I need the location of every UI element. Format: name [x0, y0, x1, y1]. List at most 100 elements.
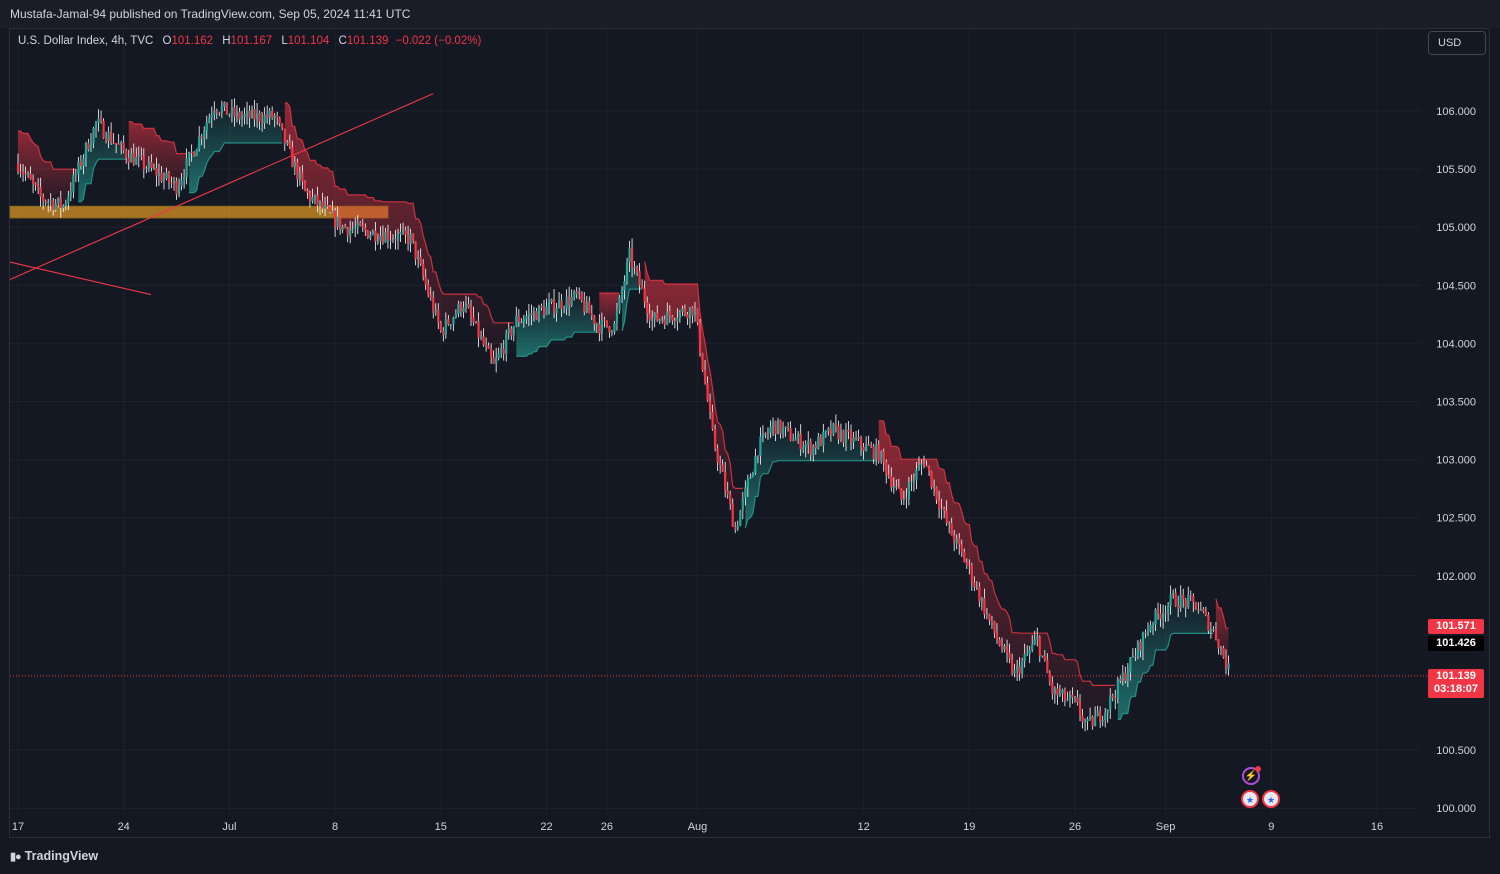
candle-up — [651, 319, 654, 322]
candle-up — [852, 437, 855, 443]
candle-up — [286, 141, 289, 144]
candle-up — [389, 239, 392, 241]
candle-down — [477, 321, 480, 338]
lightning-event-icon[interactable]: ⚡ — [1242, 767, 1260, 785]
candle-down — [110, 131, 113, 143]
candle-down — [575, 291, 578, 294]
candle-up — [255, 112, 259, 120]
candle-down — [233, 107, 236, 117]
bullish-cloud — [78, 118, 127, 202]
candle-up — [351, 228, 354, 230]
candle-up — [817, 436, 820, 449]
candle-up — [1116, 678, 1119, 699]
candle-up — [188, 151, 191, 159]
candle-down — [301, 172, 304, 182]
candle-up — [1109, 695, 1112, 710]
candle-up — [658, 319, 661, 322]
candle-down — [296, 162, 299, 180]
candle-down — [422, 263, 425, 277]
candle-up — [210, 115, 213, 118]
candle-up — [1083, 721, 1087, 723]
candle-up — [766, 432, 770, 435]
candle-up — [985, 613, 989, 615]
price-tick-label: 104.000 — [1436, 338, 1476, 350]
candle-down — [935, 486, 938, 500]
candle-down — [487, 345, 490, 349]
candle-down — [593, 315, 596, 325]
candle-down — [998, 639, 1001, 646]
candle-down — [321, 201, 324, 209]
candle-down — [870, 445, 873, 447]
trailing-stop-line — [878, 420, 1116, 687]
candle-up — [228, 114, 231, 116]
candle-down — [419, 256, 422, 264]
candle-down — [414, 241, 417, 260]
candle-up — [910, 481, 913, 483]
price-tag-lower: 101.426 — [1428, 636, 1484, 651]
countdown-timer: 03:18:07 — [1433, 683, 1479, 695]
candle-down — [424, 276, 427, 285]
price-tick-label: 100.000 — [1436, 803, 1476, 815]
low-value: 101.104 — [287, 35, 330, 47]
candle-down — [734, 526, 737, 530]
candle-up — [522, 319, 525, 322]
candle-down — [132, 153, 135, 165]
candle-down — [281, 123, 284, 129]
candle-down — [1192, 595, 1195, 602]
candle-up — [449, 324, 452, 326]
candle-up — [313, 195, 317, 198]
candle-down — [716, 448, 719, 463]
candle-down — [308, 192, 312, 202]
candle-up — [213, 110, 216, 116]
candle-down — [140, 155, 143, 157]
time-tick-label: 15 — [435, 821, 447, 833]
candle-down — [960, 544, 963, 552]
candle-down — [258, 112, 261, 122]
candle-up — [895, 486, 898, 488]
candle-down — [706, 382, 709, 401]
currency-button[interactable]: USD — [1428, 31, 1486, 55]
candle-up — [250, 109, 254, 118]
candle-up — [331, 210, 334, 213]
tradingview-logo[interactable]: ▮● TradingView — [10, 849, 98, 863]
candle-down — [668, 311, 671, 317]
candle-up — [452, 317, 455, 325]
candle-up — [736, 525, 739, 530]
candle-down — [882, 451, 885, 462]
candle-down — [1099, 710, 1102, 722]
us-flag-event-icon[interactable]: ★ — [1241, 790, 1259, 808]
chart-frame[interactable] — [9, 28, 1490, 838]
candle-up — [932, 486, 936, 488]
candle-down — [52, 200, 55, 210]
candle-down — [366, 230, 369, 239]
candle-up — [230, 107, 234, 115]
candle-down — [905, 498, 908, 500]
candle-up — [145, 168, 148, 170]
candle-up — [880, 451, 883, 462]
candle-up — [784, 426, 787, 429]
candle-up — [454, 313, 457, 318]
candle-up — [318, 201, 322, 206]
candle-up — [399, 232, 402, 234]
candle-up — [245, 110, 249, 115]
price-tick-label: 103.500 — [1436, 397, 1476, 409]
candle-down — [1222, 647, 1225, 658]
candle-down — [1111, 695, 1114, 698]
candle-down — [215, 110, 218, 113]
candle-up — [391, 239, 395, 241]
candle-up — [354, 227, 357, 229]
candle-down — [485, 344, 488, 346]
candle-up — [1129, 657, 1132, 673]
candle-down — [792, 440, 795, 442]
candle-down — [170, 182, 173, 184]
candle-down — [482, 336, 485, 345]
candle-down — [1048, 673, 1051, 683]
candle-up — [180, 179, 183, 186]
candle-down — [978, 586, 981, 602]
candle-up — [824, 430, 827, 432]
candle-down — [847, 429, 850, 432]
candle-up — [1151, 624, 1155, 626]
candle-up — [82, 158, 85, 166]
us-flag-event-icon[interactable]: ★ — [1262, 790, 1280, 808]
